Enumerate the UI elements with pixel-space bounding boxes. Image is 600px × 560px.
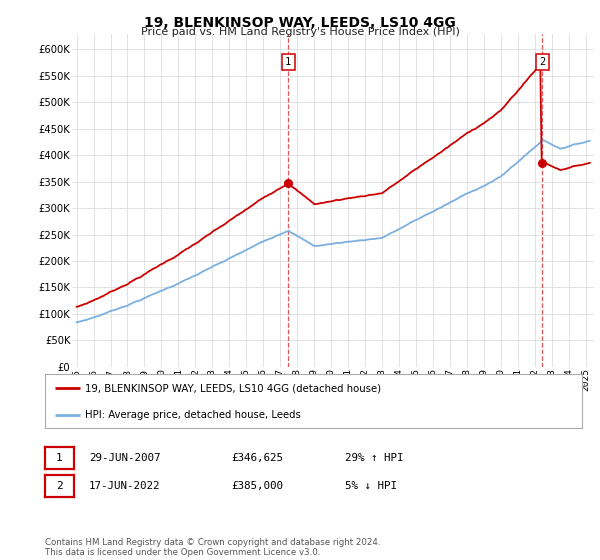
Text: 5% ↓ HPI: 5% ↓ HPI xyxy=(345,481,397,491)
Text: 2: 2 xyxy=(539,57,545,67)
Text: 29-JUN-2007: 29-JUN-2007 xyxy=(89,453,160,463)
Text: 19, BLENKINSOP WAY, LEEDS, LS10 4GG (detached house): 19, BLENKINSOP WAY, LEEDS, LS10 4GG (det… xyxy=(85,384,382,393)
Text: HPI: Average price, detached house, Leeds: HPI: Average price, detached house, Leed… xyxy=(85,410,301,419)
Text: 1: 1 xyxy=(56,453,63,463)
Text: 17-JUN-2022: 17-JUN-2022 xyxy=(89,481,160,491)
Text: £385,000: £385,000 xyxy=(231,481,283,491)
Text: 2: 2 xyxy=(56,481,63,491)
Text: 29% ↑ HPI: 29% ↑ HPI xyxy=(345,453,404,463)
Text: Contains HM Land Registry data © Crown copyright and database right 2024.
This d: Contains HM Land Registry data © Crown c… xyxy=(45,538,380,557)
Text: £346,625: £346,625 xyxy=(231,453,283,463)
Text: Price paid vs. HM Land Registry's House Price Index (HPI): Price paid vs. HM Land Registry's House … xyxy=(140,27,460,37)
Text: 19, BLENKINSOP WAY, LEEDS, LS10 4GG: 19, BLENKINSOP WAY, LEEDS, LS10 4GG xyxy=(144,16,456,30)
Text: 1: 1 xyxy=(285,57,292,67)
